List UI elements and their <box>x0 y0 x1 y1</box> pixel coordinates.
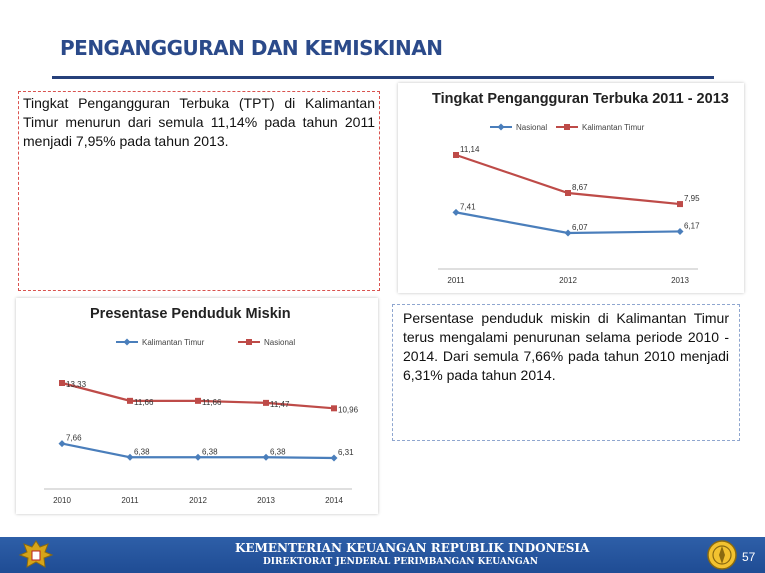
data-point <box>58 440 66 448</box>
data-point <box>194 453 202 461</box>
legend-label-0: Nasional <box>516 123 547 132</box>
x-tick-label: 2012 <box>189 496 207 505</box>
data-label: 11,47 <box>270 400 290 409</box>
data-point <box>452 208 460 216</box>
data-label: 11,66 <box>202 398 222 407</box>
data-label: 6,38 <box>134 447 150 456</box>
data-label: 6,17 <box>684 221 700 230</box>
legend-marker-1 <box>246 339 252 345</box>
legend-marker-0 <box>497 123 505 131</box>
poverty-description-box: Persentase penduduk miskin di Kalimantan… <box>392 304 740 441</box>
garuda-emblem-icon <box>18 540 54 568</box>
data-point <box>564 229 572 237</box>
x-tick-label: 2013 <box>257 496 275 505</box>
unemployment-chart-svg: Tingkat Pengangguran Terbuka 2011 - 2013… <box>432 91 729 285</box>
data-point <box>59 380 65 386</box>
unemployment-chart: Tingkat Pengangguran Terbuka 2011 - 2013… <box>398 83 744 293</box>
data-point <box>195 397 201 404</box>
footer-bar <box>0 537 765 573</box>
data-label: 11,66 <box>134 398 154 407</box>
poverty-chart: Presentase Penduduk Miskin Kalimantan Tim… <box>16 298 378 514</box>
data-point <box>263 399 269 406</box>
title-underline <box>52 76 714 79</box>
page-number: 57 <box>742 550 756 564</box>
x-tick-label: 2012 <box>559 276 577 285</box>
data-label: 6,07 <box>572 223 588 232</box>
chart-title: Tingkat Pengangguran Terbuka 2011 - 2013 <box>432 91 729 107</box>
tpt-description-box: Tingkat Pengangguran Terbuka (TPT) di Ka… <box>18 91 380 291</box>
data-label: 11,14 <box>460 145 480 154</box>
x-tick-label: 2013 <box>671 276 689 285</box>
data-point <box>330 454 338 462</box>
data-point <box>677 201 683 208</box>
data-point <box>676 227 684 235</box>
footer-directorate: DIREKTORAT JENDERAL PERIMBANGAN KEUANGAN <box>263 557 538 567</box>
legend-marker-1 <box>564 124 570 130</box>
data-label: 8,67 <box>572 183 588 192</box>
x-tick-label: 2014 <box>325 496 343 505</box>
series-line-1 <box>61 381 335 410</box>
data-point <box>331 405 337 412</box>
chart-title: Presentase Penduduk Miskin <box>90 306 291 322</box>
data-point <box>453 152 459 158</box>
data-point <box>262 453 270 461</box>
x-tick-label: 2010 <box>53 496 71 505</box>
poverty-chart-svg: Presentase Penduduk Miskin Kalimantan Tim… <box>44 306 359 505</box>
data-label: 7,66 <box>66 434 82 443</box>
data-label: 6,38 <box>270 447 286 456</box>
legend-label-1: Kalimantan Timur <box>582 123 645 132</box>
ministry-logo-icon <box>707 540 737 570</box>
data-label: 7,95 <box>684 194 700 203</box>
legend-marker-0 <box>123 338 131 346</box>
data-point <box>127 397 133 404</box>
x-tick-label: 2011 <box>121 496 139 505</box>
series-line-1 <box>455 153 681 206</box>
data-point <box>565 190 571 196</box>
data-label: 6,31 <box>338 448 354 457</box>
data-label: 10,96 <box>338 405 359 414</box>
data-label: 13,33 <box>66 380 87 389</box>
x-tick-label: 2011 <box>447 276 465 285</box>
data-label: 6,38 <box>202 447 218 456</box>
data-label: 7,41 <box>460 202 476 211</box>
data-point <box>126 453 134 461</box>
legend-label-0: Kalimantan Timur <box>142 338 205 347</box>
legend-label-1: Nasional <box>264 338 295 347</box>
page-title: PENGANGGURAN DAN KEMISKINAN <box>60 36 443 60</box>
footer-ministry: KEMENTERIAN KEUANGAN REPUBLIK INDONESIA <box>235 541 590 555</box>
